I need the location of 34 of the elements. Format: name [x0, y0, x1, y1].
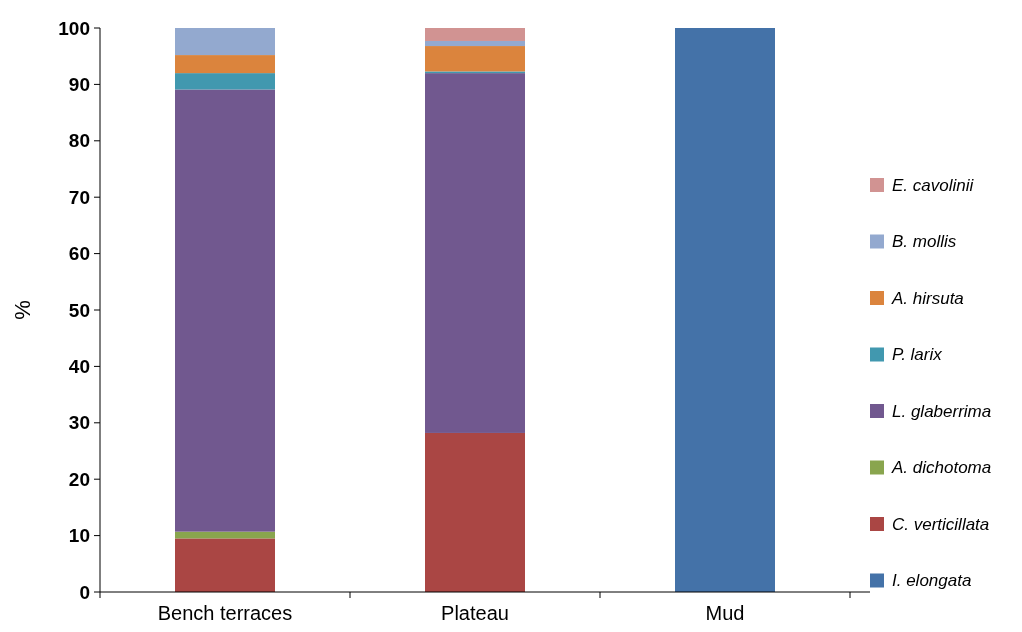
- bar: [425, 73, 525, 433]
- y-tick-label: 10: [68, 525, 90, 547]
- y-tick-label: 0: [79, 581, 90, 603]
- legend-label: I. elongata: [892, 571, 972, 591]
- y-tick-label: 50: [68, 299, 90, 321]
- bar: [425, 432, 525, 592]
- x-tick-label: Mud: [705, 602, 745, 624]
- bar: [175, 28, 275, 56]
- y-tick-label: 70: [68, 186, 90, 208]
- legend-label: P. larix: [892, 345, 943, 365]
- y-tick-label: 60: [68, 243, 90, 265]
- bar: [175, 55, 275, 74]
- bar: [425, 46, 525, 72]
- bar: [175, 538, 275, 592]
- y-tick-label: 100: [58, 17, 90, 39]
- y-tick-label: 80: [68, 130, 90, 152]
- bar: [425, 28, 525, 41]
- y-tick-label: 20: [68, 468, 90, 490]
- legend-label: E. cavolinii: [892, 175, 975, 195]
- bar: [425, 40, 525, 47]
- y-tick-label: 30: [68, 412, 90, 434]
- legend-label: L. glaberrima: [892, 401, 992, 421]
- y-tick-label: 40: [68, 356, 90, 378]
- legend-label: A. dichotoma: [891, 458, 992, 478]
- bar: [675, 28, 775, 592]
- legend-label: A. hirsuta: [891, 288, 964, 308]
- legend-label: B. mollis: [892, 232, 957, 252]
- bar: [175, 73, 275, 90]
- y-tick-label: 90: [68, 74, 90, 96]
- x-tick-label: Plateau: [441, 602, 509, 624]
- y-axis-title: %: [10, 300, 35, 320]
- legend-label: C. verticillata: [892, 514, 990, 534]
- x-tick-label: Bench terraces: [157, 602, 293, 624]
- bar: [175, 89, 275, 532]
